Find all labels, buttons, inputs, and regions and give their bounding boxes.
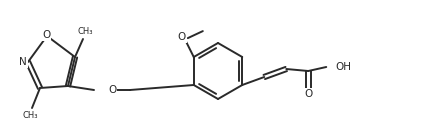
Text: O: O: [42, 30, 50, 40]
Text: O: O: [178, 32, 186, 42]
Text: O: O: [304, 89, 312, 99]
Text: N: N: [19, 57, 27, 67]
Text: OH: OH: [335, 62, 351, 72]
Text: O: O: [108, 85, 116, 95]
Text: CH₃: CH₃: [77, 27, 93, 36]
Text: CH₃: CH₃: [22, 112, 38, 120]
